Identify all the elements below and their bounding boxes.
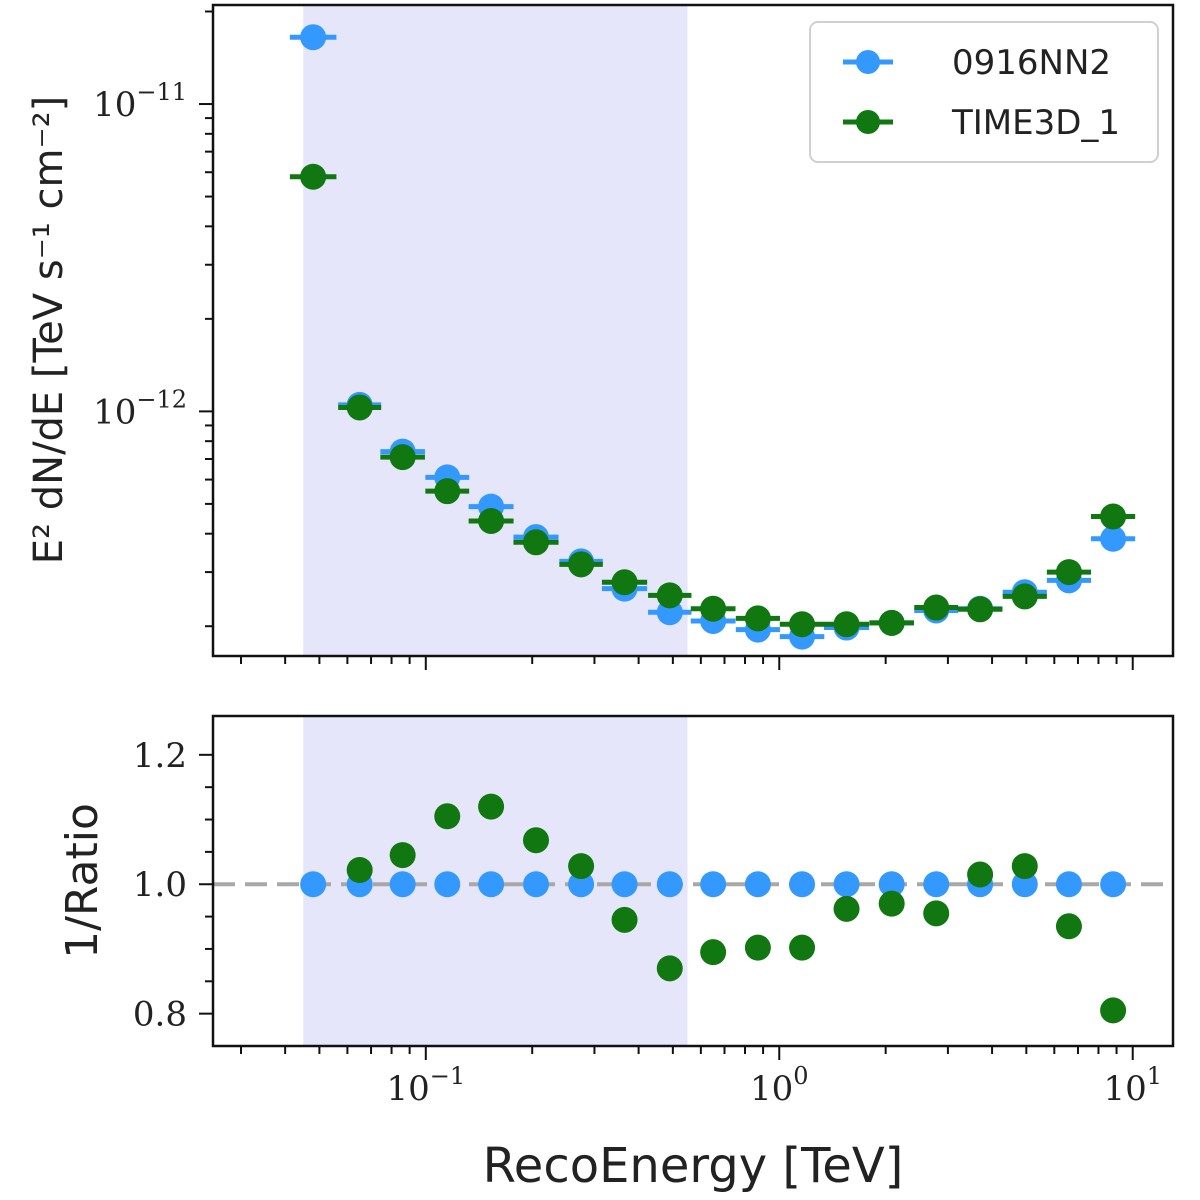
data-point-TIME3D-1 (611, 906, 638, 933)
data-point-0916NN2 (522, 871, 549, 898)
x-tick-label: 100 (750, 1062, 809, 1109)
data-point-TIME3D-1 (656, 955, 683, 982)
data-point-TIME3D-1 (700, 939, 727, 966)
data-point-TIME3D-1 (389, 444, 416, 471)
bottom-panel: 0.8 1.0 1.2 10−1 100 101 1/Ratio RecoEnergy … (57, 714, 1175, 1194)
data-point-TIME3D-1 (967, 861, 994, 888)
top-y-tick-labels: 10−11 10−12 (93, 78, 187, 432)
bottom-y-tick-label: 1.2 (133, 736, 187, 776)
data-point-TIME3D-1 (568, 551, 595, 578)
data-point-0916NN2 (300, 871, 327, 898)
data-point-0916NN2 (1100, 525, 1127, 552)
data-point-TIME3D-1 (700, 595, 727, 622)
data-point-TIME3D-1 (923, 594, 950, 621)
data-point-TIME3D-1 (568, 853, 595, 880)
data-point-TIME3D-1 (878, 890, 905, 917)
bottom-y-tick-label: 0.8 (133, 995, 187, 1035)
data-point-0916NN2 (833, 871, 860, 898)
data-point-TIME3D-1 (346, 857, 373, 883)
legend-entry-0916NN2: 0916NN2 (843, 43, 1111, 83)
top-y-axis-label: E² dN/dE [TeV s⁻¹ cm⁻²] (26, 96, 72, 565)
bottom-y-tick-labels: 0.8 1.0 1.2 (133, 736, 187, 1035)
data-point-TIME3D-1 (434, 478, 461, 505)
data-point-0916NN2 (656, 871, 683, 898)
legend-box (809, 21, 1159, 163)
data-point-TIME3D-1 (478, 507, 505, 534)
data-point-TIME3D-1 (1011, 583, 1038, 610)
data-point-TIME3D-1 (789, 934, 816, 961)
data-point-0916NN2 (923, 871, 950, 898)
bottom-y-tick-label: 1.0 (133, 865, 187, 905)
data-point-TIME3D-1 (522, 529, 549, 556)
data-point-TIME3D-1 (389, 842, 416, 869)
bottom-data-points (300, 793, 1127, 1024)
legend-marker-0916NN2 (856, 50, 880, 74)
data-point-0916NN2 (300, 24, 327, 51)
data-point-0916NN2 (611, 871, 638, 898)
legend-marker-TIME3D_1 (856, 110, 880, 134)
data-point-0916NN2 (1055, 871, 1082, 898)
data-point-0916NN2 (789, 871, 816, 898)
bottom-y-axis-label: 1/Ratio (57, 803, 108, 959)
top-panel: 10−11 10−12 E² dN/dE [TeV s⁻¹ cm⁻²] 0916N… (26, 3, 1175, 670)
legend-label-0916NN2: 0916NN2 (952, 43, 1111, 83)
data-point-TIME3D-1 (300, 163, 327, 190)
data-point-TIME3D-1 (967, 596, 994, 623)
data-point-TIME3D-1 (522, 827, 549, 854)
x-tick-label: 101 (1103, 1062, 1162, 1109)
top-ticks (199, 10, 1134, 670)
data-point-0916NN2 (389, 871, 416, 898)
data-point-0916NN2 (878, 871, 905, 898)
data-point-0916NN2 (434, 871, 461, 898)
data-point-TIME3D-1 (1100, 503, 1127, 530)
data-point-TIME3D-1 (744, 605, 771, 632)
top-y-tick-label: 10−12 (93, 385, 187, 432)
data-point-0916NN2 (744, 871, 771, 898)
top-y-tick-label: 10−11 (93, 78, 187, 125)
data-point-TIME3D-1 (1055, 559, 1082, 586)
legend-entry-TIME3D_1: TIME3D_1 (843, 103, 1120, 143)
legend-label-TIME3D_1: TIME3D_1 (951, 103, 1120, 143)
data-point-TIME3D-1 (744, 934, 771, 961)
data-point-TIME3D-1 (1100, 997, 1127, 1024)
x-tick-label: 10−1 (386, 1062, 465, 1109)
data-point-TIME3D-1 (478, 793, 505, 820)
data-point-0916NN2 (478, 871, 505, 898)
data-point-TIME3D-1 (789, 611, 816, 638)
data-point-TIME3D-1 (878, 609, 905, 636)
data-point-0916NN2 (1011, 871, 1038, 898)
data-point-0916NN2 (1100, 871, 1127, 898)
x-tick-labels: 10−1 100 101 (386, 1062, 1162, 1109)
data-point-TIME3D-1 (833, 895, 860, 922)
data-point-TIME3D-1 (656, 582, 683, 609)
top-shaded-region (303, 5, 688, 656)
data-point-0916NN2 (700, 871, 727, 898)
top-data-points (289, 24, 1136, 650)
data-point-TIME3D-1 (1011, 853, 1038, 880)
data-point-TIME3D-1 (434, 803, 461, 830)
data-point-TIME3D-1 (1055, 913, 1082, 940)
bottom-axes-frame (211, 714, 1175, 1048)
bottom-ticks (199, 753, 1134, 1060)
legend: 0916NN2 TIME3D_1 (809, 21, 1159, 163)
data-point-0916NN2 (568, 871, 595, 898)
data-point-TIME3D-1 (611, 569, 638, 596)
data-point-TIME3D-1 (923, 900, 950, 927)
data-point-TIME3D-1 (833, 611, 860, 638)
x-axis-label: RecoEnergy [TeV] (483, 1138, 904, 1194)
top-axes-frame (211, 3, 1175, 658)
data-point-TIME3D-1 (346, 394, 373, 421)
